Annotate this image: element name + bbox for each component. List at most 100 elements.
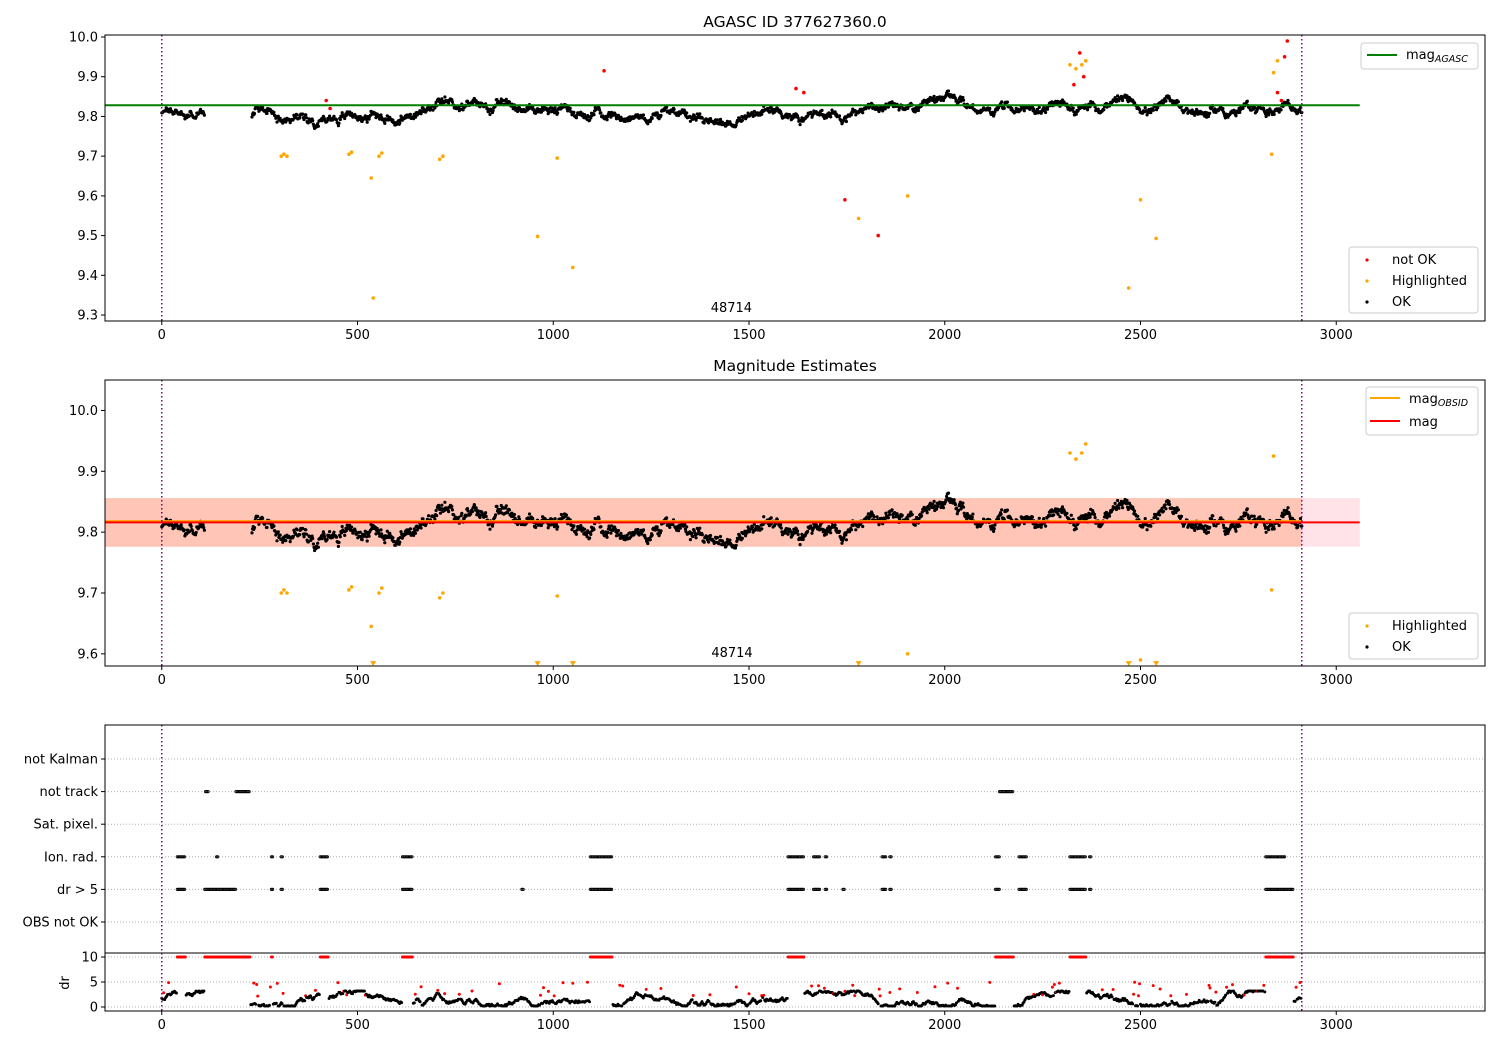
ok-point bbox=[507, 100, 511, 104]
ok-point bbox=[849, 113, 854, 117]
ok-point bbox=[568, 106, 572, 110]
ok-point bbox=[650, 533, 654, 537]
ok-point bbox=[810, 531, 814, 535]
ok-point bbox=[532, 108, 536, 112]
ok-point bbox=[640, 532, 644, 536]
p1-frame bbox=[104, 34, 1486, 322]
ok-point bbox=[273, 529, 277, 533]
ok-point bbox=[992, 527, 996, 531]
legend-label-mag-agasc: mag bbox=[1406, 48, 1435, 63]
ok-point bbox=[941, 506, 946, 510]
legend-label-highlighted: Highlighted bbox=[1392, 274, 1467, 289]
ok-point bbox=[527, 512, 532, 516]
ok-point bbox=[510, 511, 514, 515]
ok-point bbox=[450, 504, 454, 508]
ok-point bbox=[936, 504, 940, 508]
dr-flagged-point bbox=[252, 981, 256, 985]
dr-point bbox=[418, 1000, 422, 1004]
ok-point bbox=[365, 539, 369, 543]
ok-point bbox=[990, 524, 994, 528]
dr-flagged-point bbox=[691, 994, 695, 997]
ok-point bbox=[636, 113, 640, 117]
dr-flagged-point bbox=[336, 981, 340, 985]
highlighted-point bbox=[1269, 152, 1274, 156]
ok-point bbox=[265, 111, 269, 115]
ok-point bbox=[284, 539, 288, 543]
ok-point bbox=[760, 112, 764, 116]
dr-flagged-point bbox=[1133, 980, 1137, 984]
ok-point bbox=[718, 534, 723, 539]
ok-point bbox=[849, 528, 854, 532]
ok-point bbox=[955, 506, 959, 510]
ok-point bbox=[495, 504, 499, 508]
dr-flagged-point bbox=[256, 994, 260, 998]
dr-flagged-point bbox=[410, 955, 414, 959]
dr-point bbox=[1051, 994, 1055, 998]
ok-point bbox=[250, 115, 254, 119]
ok-point bbox=[734, 543, 738, 548]
ok-point bbox=[1161, 101, 1165, 105]
ok-point bbox=[328, 114, 332, 118]
ok-point bbox=[641, 113, 646, 117]
p2-xtick-label: 0 bbox=[158, 673, 166, 688]
ok-point bbox=[1116, 498, 1120, 503]
highlighted-point bbox=[1138, 658, 1143, 662]
ok-point bbox=[334, 535, 339, 539]
ok-point bbox=[616, 113, 621, 117]
p1-xtick-label: 1500 bbox=[732, 328, 765, 343]
highlighted-point bbox=[1083, 59, 1088, 63]
ok-point bbox=[910, 513, 914, 517]
ok-point bbox=[740, 536, 745, 540]
ok-point bbox=[433, 517, 437, 521]
ok-point bbox=[1143, 517, 1147, 521]
ok-point bbox=[338, 535, 342, 539]
ok-point bbox=[1035, 107, 1039, 111]
dr-flagged-point bbox=[586, 980, 589, 984]
dr-flagged-point bbox=[497, 982, 501, 986]
ok-point bbox=[925, 511, 929, 515]
highlighted-point bbox=[1138, 198, 1143, 202]
ok-point bbox=[992, 529, 996, 534]
flag-row-label: Ion. rad. bbox=[44, 850, 98, 865]
ok-point bbox=[316, 124, 320, 128]
ok-point bbox=[955, 512, 959, 516]
dr-point bbox=[993, 1004, 997, 1008]
ok-point bbox=[956, 508, 961, 513]
ok-point bbox=[708, 533, 713, 538]
ok-point bbox=[688, 538, 693, 542]
dr-flagged-point bbox=[275, 981, 279, 985]
ok-point bbox=[291, 534, 295, 538]
ok-point bbox=[512, 512, 517, 517]
ok-point bbox=[1176, 100, 1180, 104]
not-ok-point bbox=[328, 106, 332, 111]
ok-point bbox=[413, 115, 418, 119]
not-ok-point bbox=[1282, 55, 1287, 59]
ok-point bbox=[1062, 509, 1066, 513]
p1-ytick-label: 9.6 bbox=[77, 189, 98, 204]
dr-point bbox=[303, 999, 307, 1003]
ok-point bbox=[505, 511, 510, 515]
legend-label-highlighted-2: Highlighted bbox=[1392, 619, 1467, 634]
ok-point bbox=[1092, 512, 1097, 517]
ok-point bbox=[769, 516, 773, 520]
ok-point bbox=[641, 528, 646, 532]
ok-point bbox=[888, 512, 892, 517]
ok-point bbox=[332, 530, 336, 534]
ok-point bbox=[844, 533, 848, 537]
ok-point bbox=[736, 537, 740, 541]
highlighted-point bbox=[555, 156, 559, 160]
ok-point bbox=[555, 527, 559, 531]
highlighted-point bbox=[555, 594, 559, 598]
ok-point bbox=[796, 532, 800, 537]
ok-point bbox=[700, 116, 704, 120]
ok-point bbox=[252, 526, 257, 530]
ok-point bbox=[971, 512, 975, 516]
dr-flagged-point bbox=[708, 993, 712, 997]
ok-point bbox=[452, 513, 456, 517]
ok-point bbox=[1037, 516, 1041, 520]
ok-point bbox=[961, 95, 965, 100]
dr-flagged-point bbox=[1100, 988, 1104, 992]
ok-point bbox=[605, 118, 609, 122]
ok-point bbox=[298, 533, 302, 537]
ok-point bbox=[250, 531, 254, 535]
